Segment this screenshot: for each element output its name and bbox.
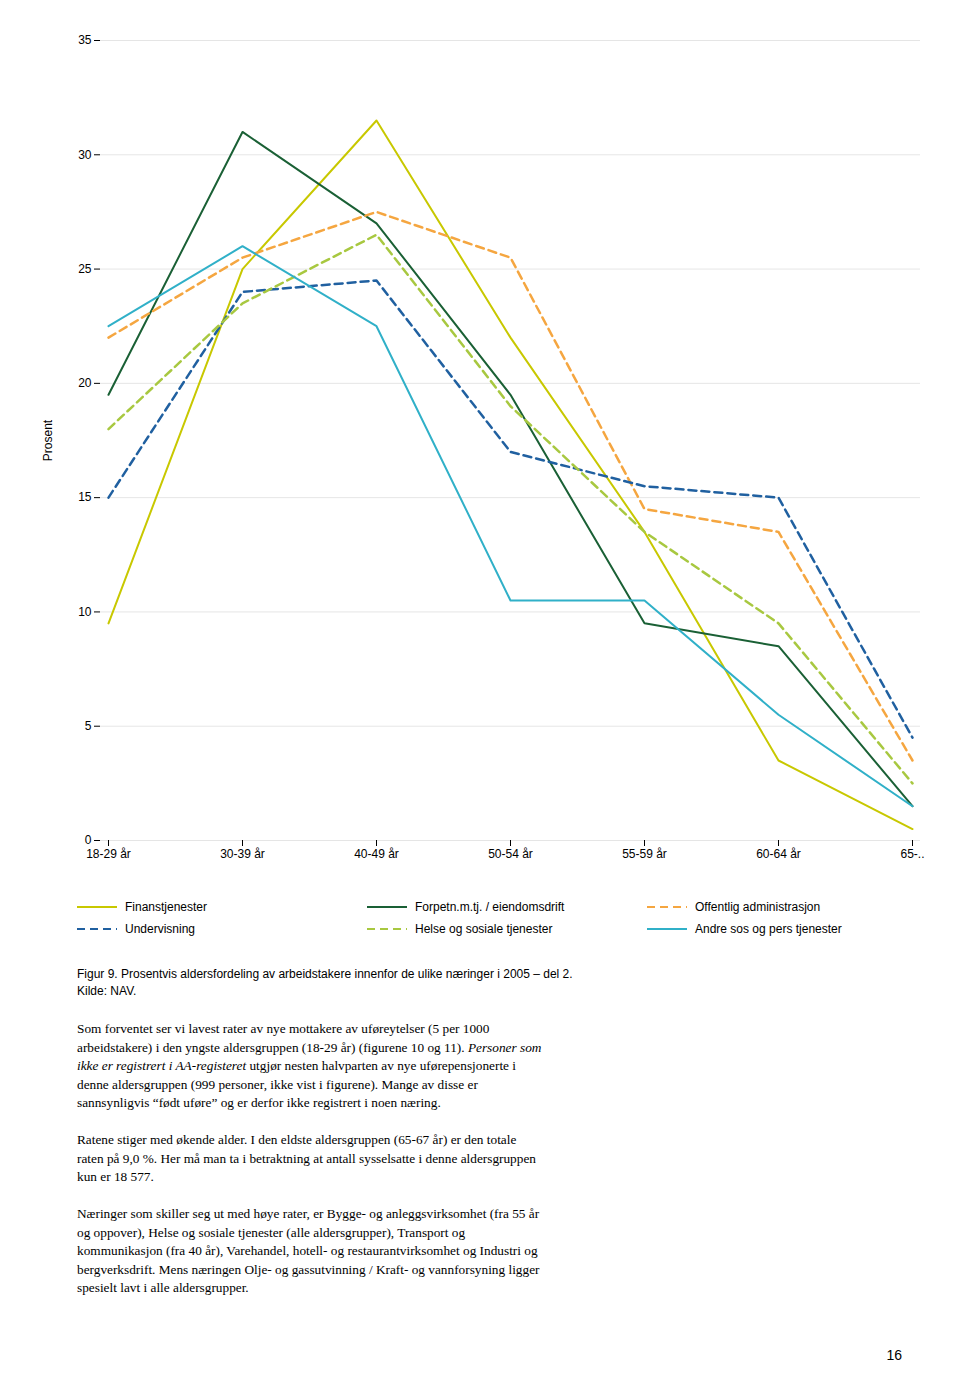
svg-text:15: 15 — [78, 490, 92, 504]
html-text:spesielt lavt i alle aldersgru: spesielt lavt i alle aldersgrupper. — [77, 1280, 249, 1295]
html-text:Undervisning: Undervisning — [125, 922, 195, 936]
html-text:Finanstjenester: Finanstjenester — [125, 900, 207, 914]
html-text:kommunikasjon (fra 40 år), Var: kommunikasjon (fra 40 år), Varehandel, h… — [77, 1243, 538, 1258]
html-text:Figur 9. Prosentvis aldersford: Figur 9. Prosentvis aldersfordeling av a… — [77, 967, 573, 981]
html-text:Kilde: NAV.: Kilde: NAV. — [77, 984, 137, 998]
html-text:bergverksdrift. Mens næringen: bergverksdrift. Mens næringen Olje- og g… — [77, 1261, 540, 1277]
html-text:Helse og sosiale tjenester: Helse og sosiale tjenester — [415, 922, 553, 936]
svg-text:30: 30 — [78, 148, 92, 162]
html-text:Næringer som skiller seg ut me: Næringer som skiller seg ut med høye rat… — [77, 1206, 540, 1221]
svg-text:25: 25 — [78, 262, 92, 276]
html-text:Forреtn.m.tj. / eiendomsdrift: Forреtn.m.tj. / eiendomsdrift — [415, 900, 565, 914]
html-text:16: 16 — [886, 1347, 902, 1363]
html-text:sannsynligvis “født uføre” og: sannsynligvis “født uføre” og er derfor … — [77, 1095, 441, 1110]
html-text:kun er 18 577.: kun er 18 577. — [77, 1169, 154, 1184]
html-text:Som forventet ser vi lavest ra: Som forventet ser vi lavest rater av nye… — [77, 1021, 490, 1036]
html-text:denne aldersgruppen (999 perso: denne aldersgruppen (999 personer, ikke … — [77, 1076, 478, 1092]
html-text:ikke er registrert i AA-regist: ikke er registrert i AA-registeret utgjø… — [77, 1058, 516, 1073]
svg-text:50-54 år: 50-54 år — [488, 847, 533, 861]
svg-text:30-39 år: 30-39 år — [220, 847, 265, 861]
svg-text:65-..: 65-.. — [900, 847, 924, 861]
svg-text:60-64 år: 60-64 år — [756, 847, 801, 861]
html-text:og oppover), Helse og sosiale: og oppover), Helse og sosiale tjenester … — [77, 1224, 466, 1240]
html-text:raten på 9,0 %. Her må man ta: raten på 9,0 %. Her må man ta i betraktn… — [77, 1150, 536, 1166]
html-text:Ratene stiger med økende alder: Ratene stiger med økende alder. I den el… — [77, 1132, 517, 1147]
html-text:Andre sos og pers tjenester: Andre sos og pers tjenester — [695, 922, 842, 936]
svg-text:5: 5 — [85, 719, 92, 733]
svg-text:40-49 år: 40-49 år — [354, 847, 399, 861]
svg-text:Prosent: Prosent — [41, 419, 55, 461]
html-text:Offentlig administrasjon: Offentlig administrasjon — [695, 900, 821, 914]
svg-text:0: 0 — [85, 833, 92, 847]
svg-text:18-29 år: 18-29 år — [86, 847, 131, 861]
html-text:arbeidstakere) i den yngste al: arbeidstakere) i den yngste aldersgruppe… — [77, 1039, 542, 1055]
svg-text:10: 10 — [78, 605, 92, 619]
svg-text:55-59 år: 55-59 år — [622, 847, 667, 861]
svg-text:20: 20 — [78, 376, 92, 390]
svg-text:35: 35 — [78, 33, 92, 47]
